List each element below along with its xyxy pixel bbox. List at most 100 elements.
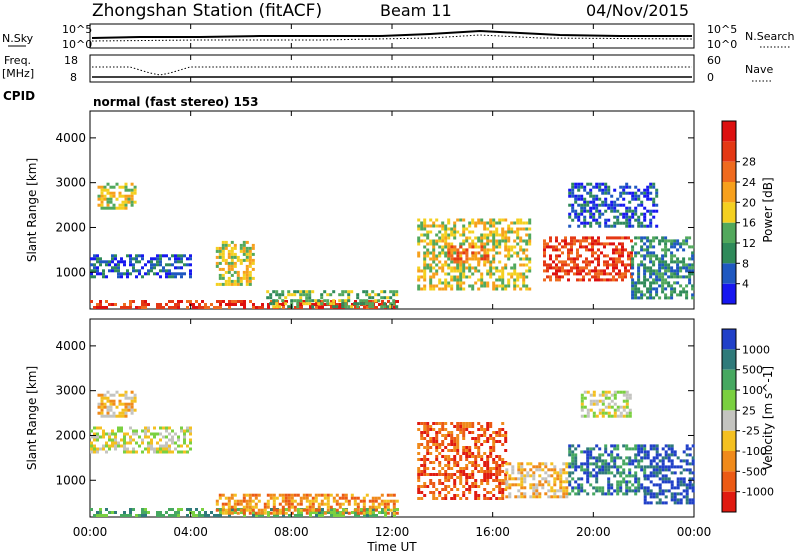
- power-cell: [171, 272, 174, 276]
- power-cell: [513, 269, 517, 273]
- velocity-cell: [586, 411, 590, 415]
- power-cell: [594, 275, 597, 279]
- velocity-cell: [619, 483, 623, 487]
- velocity-cell: [655, 468, 659, 472]
- power-cell: [630, 275, 633, 279]
- velocity-cell: [486, 479, 490, 482]
- power-cell: [574, 212, 578, 216]
- velocity-cell: [278, 493, 282, 497]
- power-cell: [613, 224, 617, 228]
- velocity-cell: [616, 390, 620, 394]
- power-cell: [628, 200, 632, 204]
- velocity-cell: [477, 455, 481, 458]
- velocity-cell: [465, 488, 469, 491]
- velocity-cell: [574, 447, 578, 451]
- power-cell: [121, 200, 125, 204]
- power-cell: [396, 300, 399, 303]
- velocity-cell: [198, 511, 201, 514]
- power-cell: [435, 257, 439, 261]
- power-cell: [236, 255, 240, 259]
- velocity-cell: [435, 455, 439, 458]
- velocity-cell: [423, 428, 427, 431]
- power-cell: [598, 221, 602, 225]
- power-cell: [646, 254, 650, 258]
- velocity-cell: [670, 483, 674, 487]
- velocity-cell: [269, 496, 273, 500]
- power-cell: [435, 218, 439, 222]
- velocity-cell: [147, 441, 150, 445]
- power-cell: [685, 284, 689, 288]
- power-cell: [453, 245, 457, 249]
- power-cell: [621, 278, 624, 282]
- velocity-cell: [495, 461, 499, 464]
- velocity-cell: [655, 453, 659, 457]
- power-cell: [135, 269, 138, 273]
- power-cell: [528, 257, 532, 261]
- power-cell: [377, 299, 381, 303]
- power-cell: [492, 233, 496, 237]
- velocity-cell: [450, 473, 454, 476]
- power-cell: [242, 252, 246, 256]
- velocity-cell: [523, 474, 527, 478]
- power-cell: [150, 269, 153, 273]
- power-cell: [670, 284, 674, 288]
- velocity-cell: [538, 474, 542, 478]
- power-cell: [691, 272, 695, 276]
- power-cell: [498, 242, 502, 246]
- velocity-cell: [471, 452, 475, 455]
- velocity-cell: [366, 508, 369, 511]
- velocity-cell: [129, 435, 132, 439]
- power-cell: [603, 263, 606, 267]
- velocity-cell: [426, 485, 430, 488]
- velocity-cell: [186, 508, 189, 511]
- power-cell: [111, 269, 114, 273]
- power-cell: [97, 197, 101, 201]
- velocity-cell: [366, 514, 369, 517]
- power-cell: [174, 275, 177, 279]
- power-cell: [156, 272, 159, 276]
- power-cell: [640, 236, 644, 240]
- power-cell: [474, 221, 478, 225]
- velocity-cell: [368, 505, 372, 509]
- power-cell: [242, 276, 246, 280]
- power-cell: [585, 236, 588, 240]
- power-cell: [516, 254, 520, 258]
- power-cell: [564, 260, 567, 264]
- velocity-cell: [435, 422, 439, 425]
- velocity-cell: [583, 489, 587, 493]
- power-cell: [643, 254, 647, 258]
- velocity-cell: [102, 435, 105, 439]
- power-cell: [655, 224, 659, 228]
- velocity-cell: [114, 435, 117, 439]
- velocity-cell: [335, 499, 339, 503]
- power-cell: [429, 257, 433, 261]
- velocity-cell: [171, 508, 174, 511]
- velocity-cell: [661, 489, 665, 493]
- power-cell: [637, 218, 641, 222]
- power-cell: [114, 263, 117, 267]
- velocity-cell: [326, 499, 330, 503]
- power-cell: [426, 254, 430, 258]
- velocity-cell: [180, 444, 183, 448]
- velocity-cell: [538, 480, 542, 484]
- velocity-cell: [108, 444, 111, 448]
- power-cell: [507, 239, 511, 243]
- power-cell: [676, 266, 680, 270]
- power-cell: [329, 302, 333, 306]
- velocity-cell: [477, 446, 481, 449]
- power-cell: [218, 255, 222, 259]
- velocity-cell: [165, 447, 168, 451]
- power-cell: [567, 251, 570, 255]
- velocity-cell: [105, 432, 108, 436]
- velocity-cell: [444, 473, 448, 476]
- velocity-cell: [580, 414, 584, 418]
- power-cell: [218, 282, 222, 286]
- power-cell: [664, 296, 668, 300]
- velocity-cell: [505, 480, 509, 484]
- power-cell: [483, 254, 487, 258]
- power-cell: [576, 272, 579, 276]
- velocity-cell: [321, 508, 324, 511]
- velocity-cell: [372, 514, 375, 517]
- power-cell: [468, 221, 472, 225]
- power-cell: [522, 227, 526, 231]
